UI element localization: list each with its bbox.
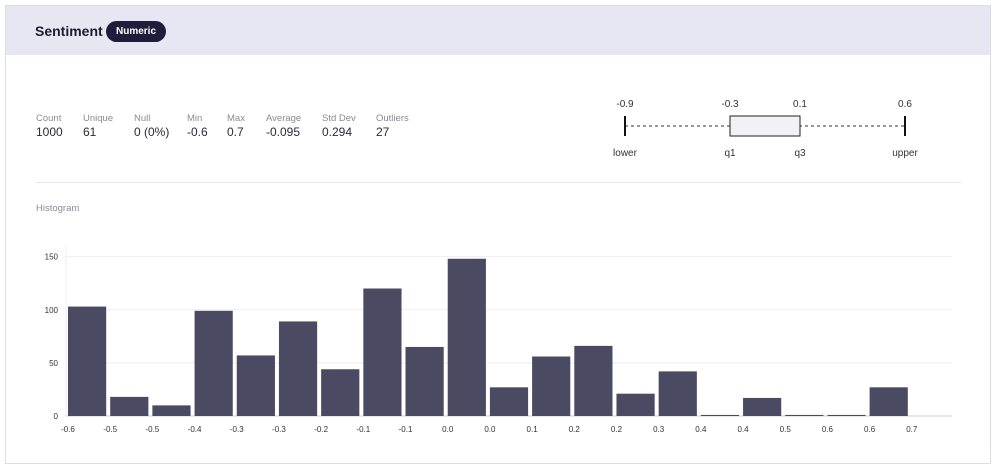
lower-value-label: -0.9 xyxy=(616,99,634,110)
stat-outliers: Outliers 27 xyxy=(376,113,409,139)
x-tick-label: 0.2 xyxy=(611,425,623,434)
histogram-bar[interactable] xyxy=(447,258,486,416)
sentiment-card: Sentiment Numeric Count 1000 Unique 61 N… xyxy=(5,5,991,464)
y-tick-label: 50 xyxy=(49,359,58,368)
histogram-label: Histogram xyxy=(36,203,80,214)
x-tick-label: 0.2 xyxy=(569,425,581,434)
x-tick-label: -0.1 xyxy=(356,425,370,434)
q1-value-label: -0.3 xyxy=(721,99,739,110)
x-tick-label: -0.5 xyxy=(145,425,159,434)
q3-label: q3 xyxy=(794,148,806,159)
stat-label: Average xyxy=(266,113,302,124)
histogram-bar[interactable] xyxy=(532,356,571,417)
iqr-box xyxy=(729,115,801,137)
stat-value: 1000 xyxy=(36,125,63,139)
stat-label: Unique xyxy=(83,113,114,124)
x-axis: -0.6 -0.5 -0.5 -0.4 -0.3 -0.3 -0.2 -0.1 -0.1 0.0 0… xyxy=(61,425,918,434)
stat-unique: Unique 61 xyxy=(83,113,113,139)
x-tick-label: 0.5 xyxy=(780,425,792,434)
histogram-bar[interactable] xyxy=(194,310,233,416)
histogram-bar[interactable] xyxy=(869,387,908,416)
x-tick-label: 0.3 xyxy=(653,425,665,434)
upper-value-label: 0.6 xyxy=(898,99,912,110)
stat-average: Average -0.095 xyxy=(266,113,301,139)
stat-value: 27 xyxy=(376,125,390,139)
section-divider xyxy=(36,182,961,183)
type-badge: Numeric xyxy=(106,21,167,42)
x-tick-label: -0.4 xyxy=(188,425,202,434)
histogram-bar[interactable] xyxy=(743,397,782,416)
x-tick-label: 0.1 xyxy=(527,425,539,434)
stat-value: 0.7 xyxy=(227,125,244,139)
x-tick-label: 0.6 xyxy=(864,425,876,434)
stat-value: 61 xyxy=(83,125,97,139)
histogram-bar[interactable] xyxy=(405,346,444,416)
histogram-bar[interactable] xyxy=(785,414,824,416)
stat-max: Max 0.7 xyxy=(227,113,245,139)
x-tick-label: -0.2 xyxy=(314,425,328,434)
bars xyxy=(68,258,908,417)
y-tick-label: 150 xyxy=(45,253,59,262)
stat-null: Null 0 (0%) xyxy=(134,113,169,139)
histogram-bar[interactable] xyxy=(278,321,318,416)
stat-std-dev: Std Dev 0.294 xyxy=(322,113,356,139)
histogram-bar[interactable] xyxy=(236,355,275,416)
stat-count: Count 1000 xyxy=(36,113,63,139)
card-header: Sentiment Numeric xyxy=(6,6,990,55)
column-title: Sentiment xyxy=(35,23,103,39)
q1-label: q1 xyxy=(724,148,736,159)
stat-label: Max xyxy=(227,113,245,124)
stat-label: Null xyxy=(134,113,151,124)
histogram-bar[interactable] xyxy=(489,387,529,416)
x-tick-label: 0.6 xyxy=(822,425,834,434)
x-tick-label: 0.4 xyxy=(695,425,707,434)
stat-min: Min -0.6 xyxy=(187,113,208,139)
stat-label: Min xyxy=(187,113,203,124)
stat-value: 0.294 xyxy=(322,125,353,139)
lower-label: lower xyxy=(613,148,638,159)
x-tick-label: -0.6 xyxy=(61,425,75,434)
box-plot: -0.9 -0.3 0.1 0.6 lower q1 q3 upper xyxy=(613,99,918,159)
histogram-bar[interactable] xyxy=(574,345,613,416)
histogram-bar[interactable] xyxy=(68,306,107,416)
x-tick-label: -0.3 xyxy=(272,425,286,434)
histogram-bar[interactable] xyxy=(658,371,697,416)
y-axis: 0 50 100 150 xyxy=(45,253,59,421)
stat-label: Count xyxy=(36,113,62,124)
x-tick-label: -0.3 xyxy=(230,425,244,434)
histogram-bar[interactable] xyxy=(827,414,866,416)
stat-value: -0.6 xyxy=(187,125,208,139)
x-tick-label: 0.0 xyxy=(442,425,454,434)
y-tick-label: 100 xyxy=(45,306,59,315)
histogram-bar[interactable] xyxy=(616,393,655,416)
histogram-bar[interactable] xyxy=(110,396,149,416)
x-tick-label: 0.0 xyxy=(484,425,496,434)
stat-label: Outliers xyxy=(376,113,409,124)
x-tick-label: 0.4 xyxy=(737,425,749,434)
y-tick-label: 0 xyxy=(54,412,59,421)
stat-label: Std Dev xyxy=(322,113,356,124)
q3-value-label: 0.1 xyxy=(793,99,807,110)
histogram-bar[interactable] xyxy=(700,414,740,416)
x-tick-label: 0.7 xyxy=(906,425,918,434)
histogram-bar[interactable] xyxy=(321,369,360,416)
stat-value: -0.095 xyxy=(266,125,301,139)
stat-value: 0 (0%) xyxy=(134,125,170,139)
x-tick-label: -0.1 xyxy=(399,425,413,434)
x-tick-label: -0.5 xyxy=(103,425,117,434)
histogram-bar[interactable] xyxy=(152,405,191,416)
upper-label: upper xyxy=(892,148,918,159)
histogram-bar[interactable] xyxy=(363,288,402,417)
